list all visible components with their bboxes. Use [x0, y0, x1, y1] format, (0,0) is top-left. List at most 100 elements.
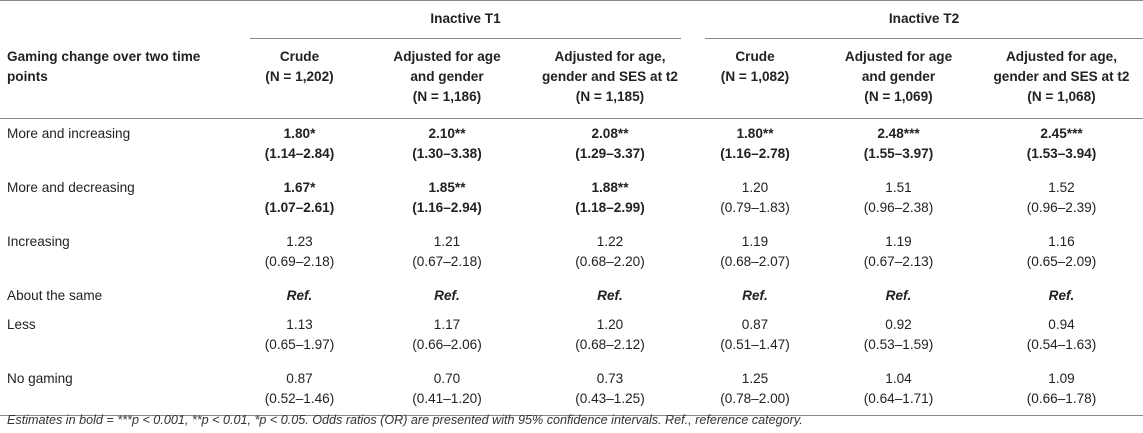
- group-header-blank: [0, 0, 232, 39]
- row-label: More and decreasing: [7, 180, 135, 195]
- reference-label: Ref.: [1048, 288, 1075, 303]
- table-cell: Ref.: [232, 281, 367, 310]
- table-footnote: Estimates in bold = ***p < 0.001, **p < …: [7, 413, 803, 427]
- odds-ratio-value: 0.87: [286, 371, 313, 386]
- odds-ratio-value: 1.16: [1048, 234, 1075, 249]
- table-row: Less 1.13 (0.65–1.97) 1.17 (0.66–2.06) 1.20 (0…: [0, 310, 1143, 364]
- column-header: Adjusted for age and gender (N = 1,069): [817, 39, 980, 119]
- table-row: Increasing 1.23 (0.69–2.18) 1.21 (0.67–2.18)…: [0, 227, 1143, 281]
- table-cell: 1.88** (1.18–2.99): [527, 173, 693, 227]
- confidence-interval: (0.96–2.38): [863, 200, 934, 215]
- table-cell: 1.16 (0.65–2.09): [980, 227, 1143, 281]
- table-cell: 0.87 (0.52–1.46): [232, 364, 367, 416]
- table-cell: 1.17 (0.66–2.06): [367, 310, 527, 364]
- table-cell: 0.73 (0.43–1.25): [527, 364, 693, 416]
- confidence-interval: (1.07–2.61): [264, 200, 335, 215]
- reference-label: Ref.: [434, 288, 460, 303]
- odds-ratio-value: 1.25: [741, 371, 769, 386]
- confidence-interval: (0.78–2.00): [720, 391, 790, 406]
- odds-ratio-value: 1.20: [596, 317, 624, 332]
- table-cell: Ref.: [367, 281, 527, 310]
- column-header: Adjusted for age, gender and SES at t2 (N …: [980, 39, 1143, 119]
- table-cell: 1.85** (1.16–2.94): [367, 173, 527, 227]
- odds-ratio-value: 2.48***: [877, 126, 920, 141]
- table-cell: 1.23 (0.69–2.18): [232, 227, 367, 281]
- row-label: Increasing: [7, 234, 70, 249]
- odds-ratio-value: 1.67*: [283, 180, 316, 195]
- table-row: About the same Ref. Ref. Ref. Ref. Ref. Ref.: [0, 281, 1143, 310]
- table-cell: Ref.: [817, 281, 980, 310]
- column-header: Adjusted for age, gender and SES at t2 (N …: [527, 39, 693, 119]
- table-cell: 1.09 (0.66–1.78): [980, 364, 1143, 416]
- table-cell: 1.80** (1.16–2.78): [693, 119, 817, 174]
- table-cell: 0.94 (0.54–1.63): [980, 310, 1143, 364]
- odds-ratio-value: 2.08**: [591, 126, 629, 141]
- confidence-interval: (1.16–2.78): [720, 146, 790, 161]
- odds-ratio-value: 1.22: [596, 234, 624, 249]
- odds-ratio-value: 1.85**: [428, 180, 466, 195]
- table-cell: 1.20 (0.68–2.12): [527, 310, 693, 364]
- group-header-inactive-t2: Inactive T2: [693, 0, 1143, 39]
- odds-ratio-value: 0.94: [1048, 317, 1075, 332]
- table-cell: Ref.: [980, 281, 1143, 310]
- table-row: No gaming 0.87 (0.52–1.46) 0.70 (0.41–1.20) 0…: [0, 364, 1143, 416]
- column-header: Crude (N = 1,202): [232, 39, 367, 119]
- confidence-interval: (0.65–1.97): [264, 337, 335, 352]
- table-cell: 0.70 (0.41–1.20): [367, 364, 527, 416]
- confidence-interval: (0.68–2.07): [720, 254, 790, 269]
- odds-ratio-value: 1.19: [885, 234, 912, 249]
- confidence-interval: (1.53–3.94): [1026, 146, 1097, 161]
- odds-ratio-value: 0.73: [596, 371, 624, 386]
- row-label: More and increasing: [7, 126, 131, 141]
- odds-ratio-table: Inactive T1 Inactive T2 Gaming change ov…: [0, 0, 1143, 416]
- confidence-interval: (0.67–2.13): [863, 254, 934, 269]
- column-header: Adjusted for age and gender (N = 1,186): [367, 39, 527, 119]
- odds-ratio-value: 1.80*: [283, 126, 316, 141]
- table-cell: 1.19 (0.67–2.13): [817, 227, 980, 281]
- row-label: Less: [7, 317, 36, 332]
- column-header: Crude (N = 1,082): [693, 39, 817, 119]
- confidence-interval: (0.79–1.83): [720, 200, 790, 215]
- confidence-interval: (1.16–2.94): [412, 200, 482, 215]
- table-body: More and increasing 1.80* (1.14–2.84) 2.10*…: [0, 119, 1143, 416]
- confidence-interval: (0.51–1.47): [720, 337, 790, 352]
- reference-label: Ref.: [885, 288, 912, 303]
- confidence-interval: (0.68–2.12): [575, 337, 645, 352]
- table-cell: 2.48*** (1.55–3.97): [817, 119, 980, 174]
- table-cell: 1.51 (0.96–2.38): [817, 173, 980, 227]
- confidence-interval: (0.66–1.78): [1026, 391, 1097, 406]
- table-cell: 1.21 (0.67–2.18): [367, 227, 527, 281]
- odds-ratio-value: 2.10**: [428, 126, 466, 141]
- table-cell: 1.22 (0.68–2.20): [527, 227, 693, 281]
- confidence-interval: (0.69–2.18): [264, 254, 335, 269]
- odds-ratio-value: 1.88**: [591, 180, 629, 195]
- odds-ratio-value: 1.52: [1048, 180, 1075, 195]
- confidence-interval: (0.41–1.20): [412, 391, 482, 406]
- odds-ratio-value: 0.87: [741, 317, 769, 332]
- confidence-interval: (0.66–2.06): [412, 337, 482, 352]
- confidence-interval: (1.30–3.38): [412, 146, 482, 161]
- reference-label: Ref.: [597, 288, 623, 303]
- row-label: About the same: [7, 288, 103, 303]
- table-row: More and decreasing 1.67* (1.07–2.61) 1.85*…: [0, 173, 1143, 227]
- odds-ratio-value: 1.20: [741, 180, 769, 195]
- odds-ratio-value: 0.92: [885, 317, 912, 332]
- odds-ratio-value: 0.70: [433, 371, 461, 386]
- confidence-interval: (1.18–2.99): [575, 200, 645, 215]
- table-cell: 1.19 (0.68–2.07): [693, 227, 817, 281]
- table-cell: 0.87 (0.51–1.47): [693, 310, 817, 364]
- confidence-interval: (0.65–2.09): [1026, 254, 1097, 269]
- odds-ratio-value: 1.19: [741, 234, 769, 249]
- table-cell: 1.04 (0.64–1.71): [817, 364, 980, 416]
- confidence-interval: (1.29–3.37): [575, 146, 645, 161]
- confidence-interval: (0.52–1.46): [264, 391, 335, 406]
- odds-ratio-value: 1.51: [885, 180, 912, 195]
- table-cell: 1.67* (1.07–2.61): [232, 173, 367, 227]
- row-label: No gaming: [0, 364, 232, 416]
- table-cell: Ref.: [527, 281, 693, 310]
- confidence-interval: (1.55–3.97): [863, 146, 934, 161]
- table-cell: 1.80* (1.14–2.84): [232, 119, 367, 174]
- confidence-interval: (0.64–1.71): [863, 391, 934, 406]
- confidence-interval: (1.14–2.84): [264, 146, 335, 161]
